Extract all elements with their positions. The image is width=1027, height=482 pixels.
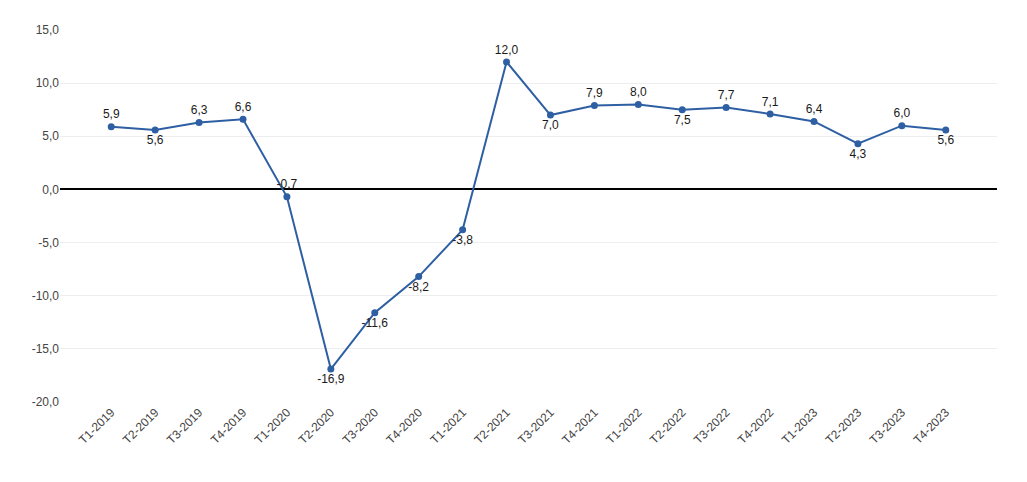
svg-text:7,5: 7,5 bbox=[674, 113, 691, 127]
svg-text:-3,8: -3,8 bbox=[452, 233, 473, 247]
svg-text:T2-2021: T2-2021 bbox=[471, 405, 513, 447]
svg-text:T2-2023: T2-2023 bbox=[823, 405, 865, 447]
svg-text:T1-2020: T1-2020 bbox=[252, 405, 294, 447]
svg-text:T4-2022: T4-2022 bbox=[735, 405, 777, 447]
svg-text:T1-2019: T1-2019 bbox=[76, 405, 118, 447]
svg-text:T1-2021: T1-2021 bbox=[427, 405, 469, 447]
svg-text:T2-2019: T2-2019 bbox=[120, 405, 162, 447]
svg-text:T4-2019: T4-2019 bbox=[208, 405, 250, 447]
svg-text:6,4: 6,4 bbox=[806, 102, 823, 116]
svg-text:T1-2023: T1-2023 bbox=[779, 405, 821, 447]
svg-text:T2-2020: T2-2020 bbox=[296, 405, 338, 447]
svg-text:T1-2022: T1-2022 bbox=[603, 405, 645, 447]
svg-text:-10,0: -10,0 bbox=[32, 289, 60, 303]
svg-text:T3-2023: T3-2023 bbox=[867, 405, 909, 447]
svg-text:T4-2021: T4-2021 bbox=[559, 405, 601, 447]
svg-text:15,0: 15,0 bbox=[36, 23, 60, 37]
svg-text:5,6: 5,6 bbox=[147, 133, 164, 147]
svg-text:6,3: 6,3 bbox=[191, 103, 208, 117]
svg-text:7,0: 7,0 bbox=[542, 118, 559, 132]
svg-text:-20,0: -20,0 bbox=[32, 395, 60, 409]
svg-text:10,0: 10,0 bbox=[36, 76, 60, 90]
svg-text:12,0: 12,0 bbox=[495, 43, 519, 57]
svg-text:7,9: 7,9 bbox=[586, 86, 603, 100]
svg-text:7,7: 7,7 bbox=[718, 88, 735, 102]
svg-text:0,0: 0,0 bbox=[42, 183, 59, 197]
svg-text:-15,0: -15,0 bbox=[32, 342, 60, 356]
svg-text:T3-2022: T3-2022 bbox=[691, 405, 733, 447]
svg-text:T4-2020: T4-2020 bbox=[384, 405, 426, 447]
svg-text:-11,6: -11,6 bbox=[362, 316, 389, 330]
svg-text:8,0: 8,0 bbox=[630, 85, 647, 99]
svg-text:-5,0: -5,0 bbox=[38, 236, 59, 250]
svg-text:-16,9: -16,9 bbox=[317, 372, 345, 386]
svg-text:5,6: 5,6 bbox=[937, 133, 954, 147]
svg-text:5,0: 5,0 bbox=[42, 129, 59, 143]
svg-text:6,6: 6,6 bbox=[235, 100, 252, 114]
svg-text:7,1: 7,1 bbox=[762, 95, 779, 109]
svg-text:4,3: 4,3 bbox=[850, 147, 867, 161]
svg-text:5,9: 5,9 bbox=[103, 107, 120, 121]
svg-text:T4-2023: T4-2023 bbox=[911, 405, 953, 447]
svg-text:T3-2021: T3-2021 bbox=[515, 405, 557, 447]
svg-text:-0,7: -0,7 bbox=[277, 177, 298, 191]
svg-text:T3-2019: T3-2019 bbox=[164, 405, 206, 447]
svg-text:6,0: 6,0 bbox=[894, 106, 911, 120]
svg-text:T3-2020: T3-2020 bbox=[340, 405, 382, 447]
svg-text:-8,2: -8,2 bbox=[408, 280, 429, 294]
svg-text:T2-2022: T2-2022 bbox=[647, 405, 689, 447]
